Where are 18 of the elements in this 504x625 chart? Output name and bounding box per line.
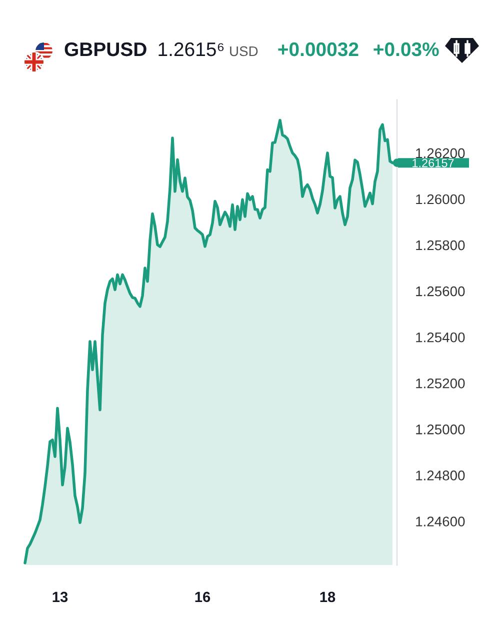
y-tick-label: 1.26200 (416, 148, 465, 158)
x-tick-label: 18 (320, 592, 336, 602)
y-tick-label: 1.26000 (416, 194, 465, 204)
y-tick-label: 1.24600 (416, 516, 465, 526)
chart-title: GBPUSD (64, 42, 146, 56)
y-tick-label: 1.25600 (416, 286, 465, 296)
y-tick-label: 1.25400 (416, 332, 465, 342)
chart-subtitle: 1.2615⁶ (158, 42, 224, 56)
text: USD (230, 46, 258, 56)
y-tick-label: 1.25800 (416, 240, 465, 250)
x-tick-label: 13 (52, 592, 68, 602)
text: +0.00032 (278, 42, 358, 56)
text: 1.26157 (412, 158, 454, 168)
text: +0.03% (374, 42, 439, 56)
y-tick-label: 1.25000 (416, 424, 465, 434)
y-tick-label: 1.24800 (416, 470, 465, 480)
x-tick-label: 16 (195, 592, 210, 602)
y-tick-label: 1.25200 (416, 378, 465, 388)
